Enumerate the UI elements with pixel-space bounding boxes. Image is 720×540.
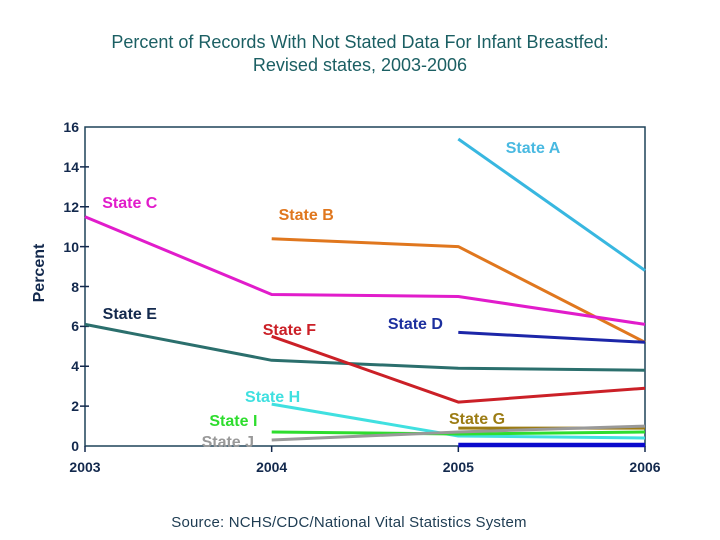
series-line-state-b xyxy=(271,237,646,344)
series-line-state-h xyxy=(271,402,646,440)
x-tick-label: 2003 xyxy=(69,459,101,475)
series-label-state-g: State G xyxy=(448,411,506,429)
series-label-state-h: State H xyxy=(245,389,301,407)
x-tick-label: 2006 xyxy=(629,459,661,475)
series-line-state-e xyxy=(84,322,646,372)
x-tick-label: 2004 xyxy=(256,459,288,475)
y-tick-label: 14 xyxy=(63,158,79,175)
y-tick-label: 12 xyxy=(63,198,79,215)
y-tick-label: 16 xyxy=(63,119,79,135)
y-tick-label: 10 xyxy=(63,238,79,255)
series-label-state-c: State C xyxy=(102,194,158,212)
series-line-state-c xyxy=(84,215,646,326)
y-tick-label: 0 xyxy=(71,438,79,454)
series-label-state-b: State B xyxy=(278,207,334,225)
series-line-state-a xyxy=(457,137,646,272)
plot-border xyxy=(84,126,646,447)
chart-title-line1: Percent of Records With Not Stated Data … xyxy=(111,32,609,52)
series-label-state-e: State E xyxy=(102,306,157,324)
series-line-state-d xyxy=(458,330,646,344)
y-tick-label: 8 xyxy=(71,278,79,295)
series-label-state-d: State D xyxy=(387,315,443,333)
series-line-state-f xyxy=(271,334,646,404)
y-tick-label: 6 xyxy=(71,318,79,335)
series-label-state-i: State I xyxy=(209,413,258,431)
chart-title: Percent of Records With Not Stated Data … xyxy=(0,31,720,77)
series-label-state-j: State J xyxy=(201,433,255,451)
series-label-state-f: State F xyxy=(262,322,317,340)
source-note: Source: NCHS/CDC/National Vital Statisti… xyxy=(171,514,527,531)
series-line-state-i xyxy=(271,430,646,436)
y-tick-label: 4 xyxy=(71,358,79,375)
series-label-state-a: State A xyxy=(505,140,561,158)
x-tick-label: 2005 xyxy=(442,459,474,475)
series-line-state-j xyxy=(271,424,646,442)
y-tick-label: 2 xyxy=(71,398,79,415)
chart-title-line2: Revised states, 2003-2006 xyxy=(252,55,468,75)
y-axis-title: Percent xyxy=(31,243,48,303)
